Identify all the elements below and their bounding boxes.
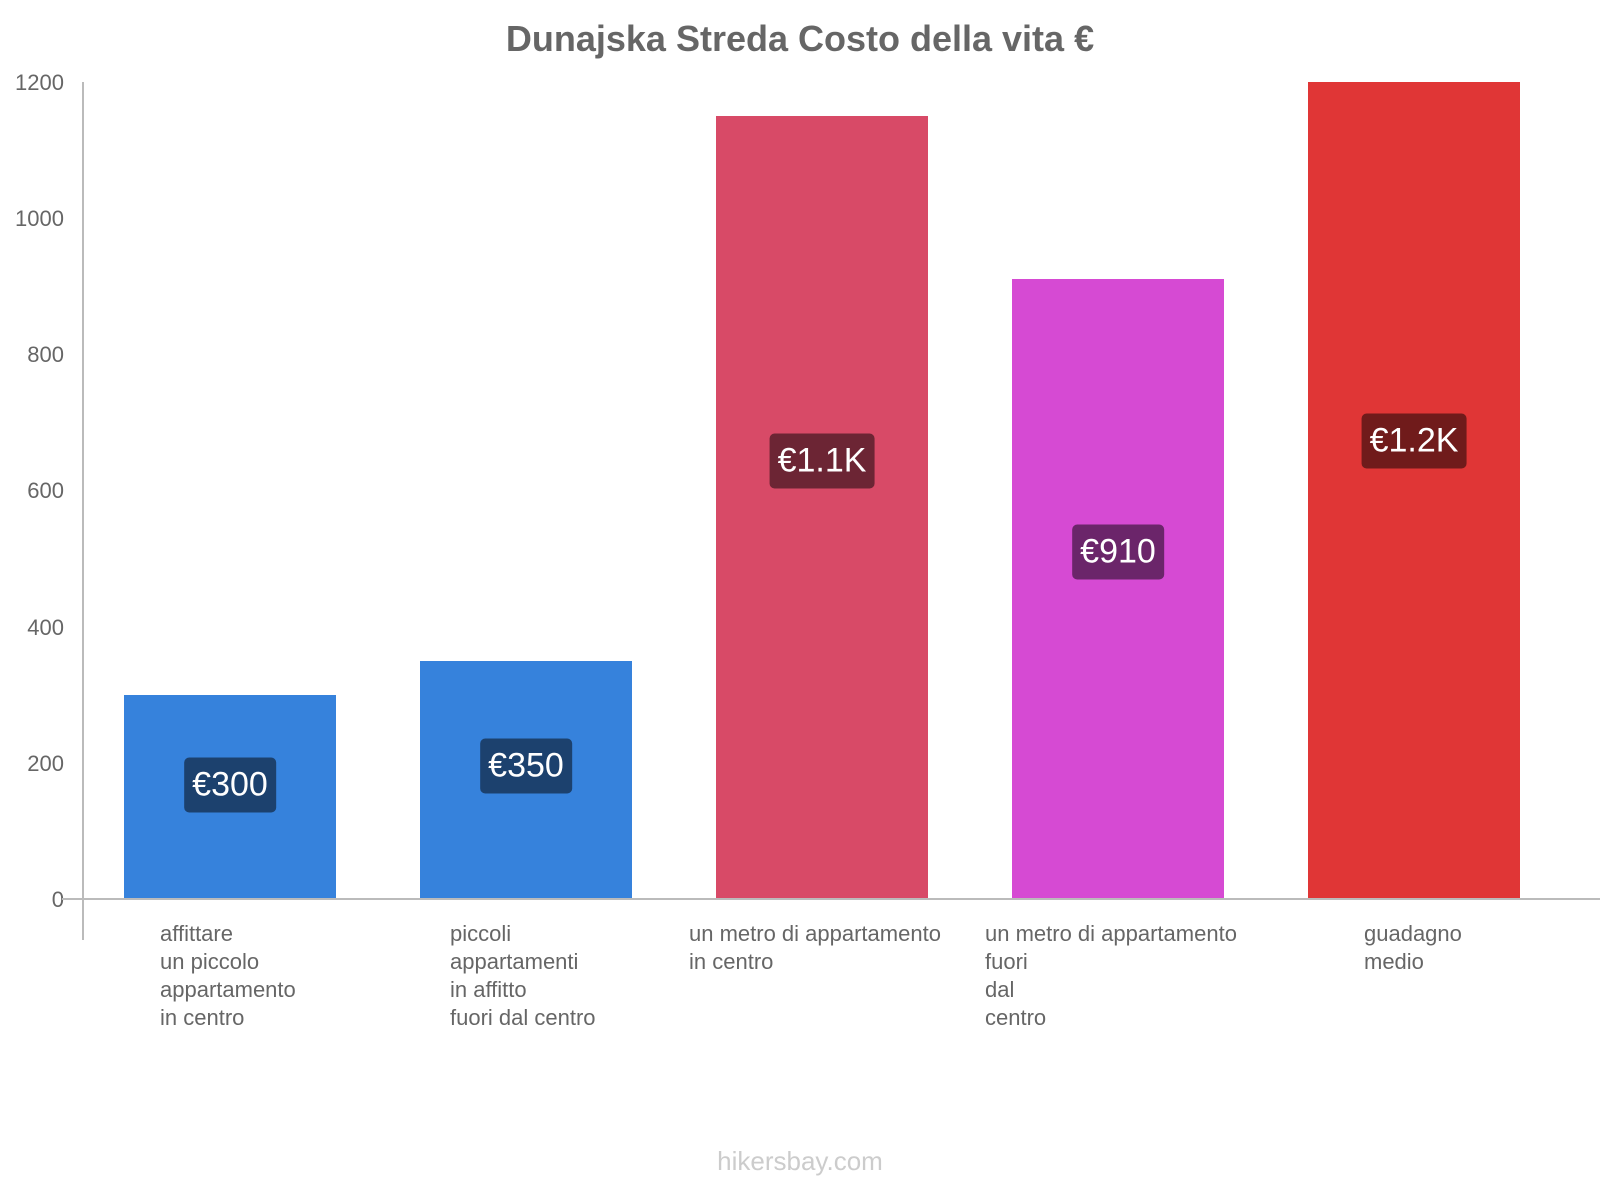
x-label-1: piccoli appartamenti in affitto fuori da… (450, 921, 596, 1030)
watermark: hikersbay.com (717, 1146, 883, 1176)
y-tick-1000: 1000 (15, 206, 64, 231)
value-label-4: €1.2K (1361, 413, 1467, 469)
x-label-3: un metro di appartamento fuori dal centr… (985, 921, 1237, 1030)
bar-2[interactable] (716, 116, 928, 899)
y-tick-1200: 1200 (15, 70, 64, 95)
y-tick-400: 400 (27, 615, 64, 640)
value-label-3: €910 (1072, 524, 1164, 580)
y-tick-200: 200 (27, 751, 64, 776)
y-tick-600: 600 (27, 478, 64, 503)
y-axis-line (82, 82, 84, 940)
x-label-4: guadagno medio (1364, 921, 1462, 974)
value-label-0: €300 (184, 757, 276, 813)
y-tick-0: 0 (51, 887, 64, 912)
x-label-0: affittare un piccolo appartamento in cen… (160, 921, 296, 1030)
y-tick-800: 800 (27, 342, 64, 367)
value-label-1: €350 (480, 738, 572, 794)
x-axis-line (62, 898, 1600, 900)
bar-4[interactable] (1308, 82, 1520, 899)
x-label-2: un metro di appartamento in centro (689, 921, 941, 974)
bar-3[interactable] (1012, 279, 1224, 899)
chart-title: Dunajska Streda Costo della vita € (505, 18, 1095, 59)
value-label-2: €1.1K (769, 433, 875, 489)
